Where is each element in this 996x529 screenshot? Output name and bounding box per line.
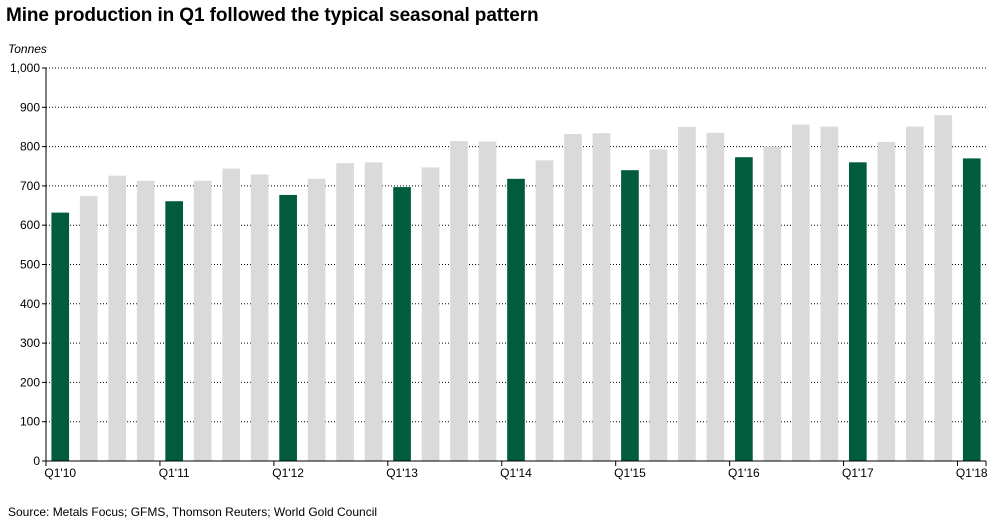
bar-other-quarter [222,168,240,461]
bar-other-quarter [564,134,582,462]
y-tick-label: 500 [20,258,40,272]
bar-other-quarter [877,141,896,461]
bar-q1 [393,187,411,462]
x-axis-ticks: Q1'10 Q1'11 Q1'12 Q1'13 Q1'14 Q1'15 Q1'16 Q1'17… [44,461,988,480]
y-tick-label: 0 [33,454,40,468]
bar-other-quarter [108,175,127,461]
y-axis-unit-label: Tonnes [8,42,47,56]
bar-other-quarter [934,115,953,461]
y-tick-label: 300 [20,336,40,350]
y-tick-label: 800 [20,140,40,154]
bar-other-quarter [592,133,611,461]
bar-other-quarter [79,196,98,462]
bar-other-quarter [820,126,839,461]
bar-other-quarter [250,174,269,462]
x-tick-label: Q1'14 [500,466,532,480]
bar-other-quarter [421,167,440,461]
x-tick-label: Q1'15 [614,466,646,480]
bar-q1 [165,201,184,462]
bar-other-quarter [535,160,554,462]
bar-other-quarter [649,149,668,461]
bar-other-quarter [905,126,924,461]
y-tick-label: 600 [20,218,40,232]
y-tick-label: 1,000 [10,61,40,75]
y-tick-label: 100 [20,415,40,429]
y-tick-label: 400 [20,297,40,311]
y-tick-label: 200 [20,375,40,389]
axes [45,68,986,462]
bar-other-quarter [792,124,810,461]
chart-title: Mine production in Q1 followed the typic… [6,5,539,26]
x-tick-label: Q1'10 [44,466,76,480]
x-tick-label: Q1'11 [159,466,190,480]
bar-other-quarter [763,146,782,461]
y-tick-label: 900 [20,100,40,114]
bar-other-quarter [678,126,696,461]
y-tick-label: 700 [20,179,40,193]
bar-other-quarter [307,178,326,462]
bar-other-quarter [450,141,468,461]
bar-other-quarter [478,141,497,461]
bar-other-quarter [193,180,212,461]
bar-q1 [848,162,867,461]
bar-q1 [279,194,297,461]
x-tick-label: Q1'16 [728,466,760,480]
bar-q1 [507,178,525,462]
y-axis-ticks: 0 100 200 300 400 500 600 700 800 900 1,000 [10,61,46,468]
bar-other-quarter [136,180,155,461]
bar-q1 [962,158,981,461]
x-tick-label: Q1'12 [272,466,304,480]
bars [51,115,981,462]
source-note: Source: Metals Focus; GFMS, Thomson Reut… [8,505,378,519]
bar-other-quarter [364,162,383,461]
x-tick-label: Q1'17 [842,466,874,480]
bar-q1 [51,212,70,461]
bar-other-quarter [336,163,354,461]
bar-q1 [621,170,639,461]
x-tick-label: Q1'18 [956,466,988,480]
bar-other-quarter [706,132,725,461]
x-tick-label: Q1'13 [386,466,418,480]
bar-q1 [735,157,753,461]
